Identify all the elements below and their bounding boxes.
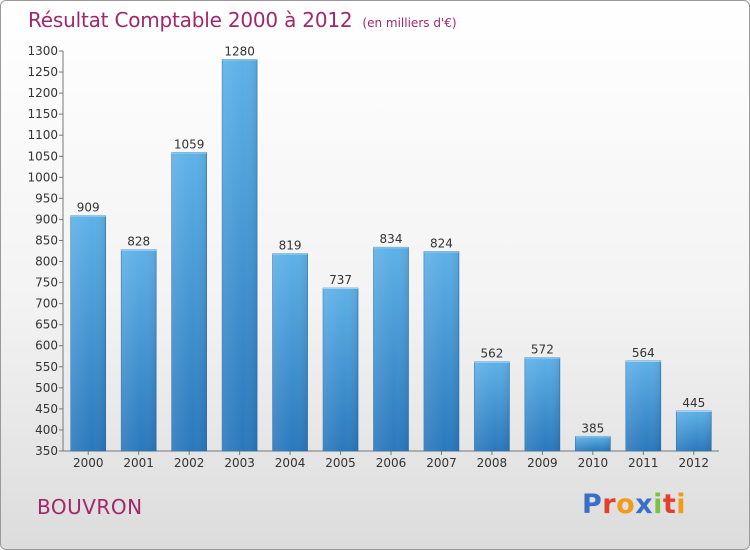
y-tick-label: 600 <box>35 339 58 353</box>
x-tick-label: 2000 <box>73 456 104 470</box>
logo-letter: r <box>602 489 617 520</box>
bar-shade <box>121 249 157 451</box>
bars <box>70 59 712 452</box>
y-tick-label: 500 <box>35 381 58 395</box>
y-tick-label: 350 <box>35 444 58 458</box>
y-tick-label: 1050 <box>27 149 58 163</box>
x-tick-label: 2010 <box>578 456 609 470</box>
x-tick-label: 2003 <box>224 456 255 470</box>
data-label: 564 <box>632 346 655 360</box>
bar-shade <box>171 152 207 451</box>
bar-shade <box>524 357 560 451</box>
x-tick-label: 2009 <box>527 456 558 470</box>
data-label: 819 <box>279 239 302 253</box>
bar-shade <box>575 436 611 451</box>
y-tick-label: 850 <box>35 233 58 247</box>
x-tick-label: 2011 <box>628 456 659 470</box>
bar-shade <box>423 251 459 451</box>
bar-shade <box>323 288 359 451</box>
data-label: 562 <box>480 347 503 361</box>
y-tick-label: 700 <box>35 297 58 311</box>
y-tick-label: 950 <box>35 191 58 205</box>
data-label: 737 <box>329 273 352 287</box>
logo-letter: x <box>635 489 654 520</box>
x-tick-label: 2012 <box>678 456 709 470</box>
data-label: 385 <box>581 421 604 435</box>
location-name: BOUVRON <box>37 495 143 519</box>
data-label: 572 <box>531 343 554 357</box>
x-tick-label: 2001 <box>123 456 154 470</box>
value-labels: 909 828 1059 1280 819 737 834 824 562 572 385 564 44… <box>77 44 705 435</box>
proxiti-logo: Proxiti <box>582 489 686 520</box>
logo-letter: t <box>662 489 677 520</box>
y-tick-label: 800 <box>35 255 58 269</box>
data-label: 445 <box>682 396 705 410</box>
bar-shade <box>474 361 510 451</box>
bar-shade <box>676 411 712 451</box>
y-tick-label: 1250 <box>27 65 58 79</box>
logo-letter: i <box>653 489 663 520</box>
y-tick-label: 900 <box>35 212 58 226</box>
x-tick-label: 2006 <box>376 456 407 470</box>
x-tick-label: 2002 <box>174 456 205 470</box>
data-label: 834 <box>380 232 403 246</box>
logo-letter: P <box>582 489 603 520</box>
bar-shade <box>222 59 258 451</box>
bar-shade <box>272 253 308 451</box>
logo-letter: o <box>616 489 636 520</box>
logo-letter: i <box>676 489 687 520</box>
x-tick-label: 2008 <box>477 456 508 470</box>
chart-title: Résultat Comptable 2000 à 2012 (en millie… <box>28 8 457 32</box>
data-label: 1059 <box>174 137 205 151</box>
chart-title-text: Résultat Comptable 2000 à 2012 <box>28 8 353 32</box>
y-tick-label: 450 <box>35 402 58 416</box>
y-tick-label: 1150 <box>27 107 58 121</box>
x-tick-label: 2004 <box>275 456 306 470</box>
y-tick-label: 550 <box>35 360 58 374</box>
chart-unit: (en milliers d'€) <box>362 16 457 30</box>
bar-shade <box>70 215 106 451</box>
data-label: 1280 <box>224 44 255 58</box>
y-tick-label: 400 <box>35 423 58 437</box>
x-tick-label: 2007 <box>426 456 457 470</box>
y-tick-label: 750 <box>35 276 58 290</box>
data-label: 828 <box>127 235 150 249</box>
x-tick-label: 2005 <box>325 456 356 470</box>
bar-shade <box>373 247 409 451</box>
y-tick-label: 1200 <box>27 86 58 100</box>
data-label: 824 <box>430 236 453 250</box>
axes: 350 400 450 500 550 600 650 700 750 800 850 900 950 1… <box>27 44 719 470</box>
y-tick-label: 1000 <box>27 170 58 184</box>
y-tick-label: 1100 <box>27 128 58 142</box>
y-tick-label: 650 <box>35 318 58 332</box>
y-tick-label: 1300 <box>27 44 58 58</box>
data-label: 909 <box>77 201 100 215</box>
bar-shade <box>625 360 661 451</box>
